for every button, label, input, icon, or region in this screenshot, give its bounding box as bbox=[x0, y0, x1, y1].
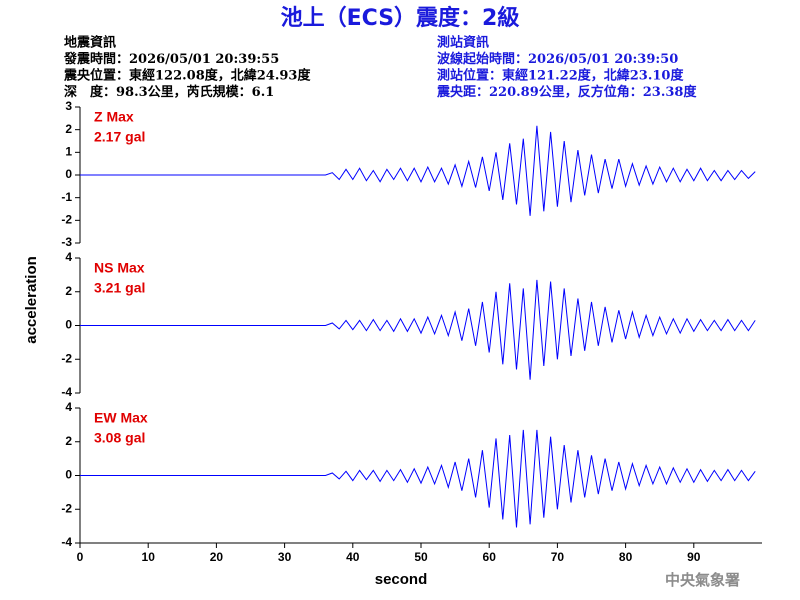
x-tick-label: 10 bbox=[142, 550, 156, 564]
x-tick-label: 40 bbox=[346, 550, 360, 564]
y-tick-label: -4 bbox=[61, 535, 72, 549]
y-tick-label: -2 bbox=[61, 501, 72, 515]
y-tick-label: 4 bbox=[65, 400, 72, 414]
max-label: Z Max bbox=[94, 109, 134, 125]
x-tick-label: 0 bbox=[77, 550, 84, 564]
quake-info: 震央位置：東經122.08度，北緯24.93度 bbox=[63, 68, 311, 84]
y-tick-label: 1 bbox=[65, 145, 72, 159]
y-tick-label: -2 bbox=[61, 213, 72, 227]
station-info: 震央距：220.89公里，反方位角：23.38度 bbox=[436, 84, 697, 100]
y-tick-label: 4 bbox=[65, 250, 72, 264]
y-tick-label: -2 bbox=[61, 351, 72, 365]
station-info: 測站資訊 bbox=[437, 35, 489, 51]
max-value: 2.17 gal bbox=[94, 129, 145, 145]
x-tick-label: 20 bbox=[210, 550, 224, 564]
waveform bbox=[80, 279, 756, 380]
max-value: 3.08 gal bbox=[94, 430, 145, 446]
waveform bbox=[80, 125, 756, 216]
quake-info: 地震資訊 bbox=[64, 35, 116, 51]
y-tick-label: 2 bbox=[65, 284, 72, 298]
max-label: NS Max bbox=[94, 260, 145, 276]
footer: 中央氣象署 bbox=[665, 571, 740, 589]
y-tick-label: -4 bbox=[61, 385, 72, 399]
max-label: EW Max bbox=[94, 410, 148, 426]
y-tick-label: 0 bbox=[65, 318, 72, 332]
station-info: 測站位置：東經121.22度，北緯23.10度 bbox=[437, 68, 684, 84]
y-tick-label: -1 bbox=[61, 190, 72, 204]
y-tick-label: 2 bbox=[65, 434, 72, 448]
x-tick-label: 90 bbox=[687, 550, 701, 564]
y-axis-label: acceleration bbox=[23, 256, 40, 344]
quake-info: 發震時間：2026/05/01 20:39:55 bbox=[63, 51, 279, 67]
y-tick-label: 2 bbox=[65, 122, 72, 136]
waveform bbox=[80, 429, 756, 528]
quake-info: 深 度：98.3公里，芮氏規模：6.1 bbox=[64, 84, 274, 100]
x-axis-label: second bbox=[375, 571, 428, 588]
x-tick-label: 60 bbox=[483, 550, 497, 564]
y-tick-label: -3 bbox=[61, 235, 72, 249]
y-tick-label: 3 bbox=[65, 99, 72, 113]
title: 池上（ECS）震度：2級 bbox=[281, 5, 520, 31]
x-tick-label: 70 bbox=[551, 550, 565, 564]
x-tick-label: 80 bbox=[619, 550, 633, 564]
station-info: 波線起始時間：2026/05/01 20:39:50 bbox=[437, 51, 678, 67]
x-tick-label: 50 bbox=[414, 550, 428, 564]
x-tick-label: 30 bbox=[278, 550, 292, 564]
y-tick-label: 0 bbox=[65, 167, 72, 181]
max-value: 3.21 gal bbox=[94, 280, 145, 296]
y-tick-label: 0 bbox=[65, 468, 72, 482]
